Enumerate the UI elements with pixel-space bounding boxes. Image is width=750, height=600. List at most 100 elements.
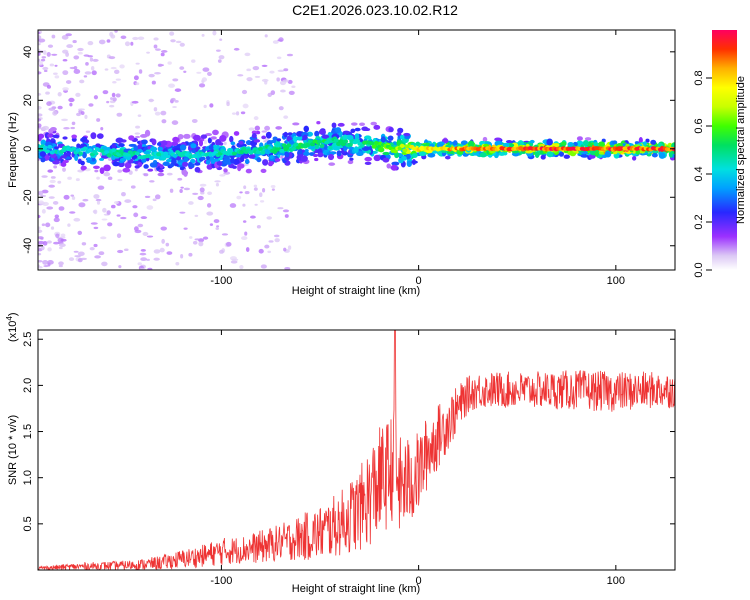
noise-blob [283, 247, 287, 252]
noise-blob [161, 238, 165, 244]
band-blob [265, 131, 272, 139]
noise-blob [106, 210, 111, 215]
band-blob [446, 150, 455, 155]
noise-blob [135, 125, 141, 129]
band-blob [190, 163, 195, 169]
noise-blob [89, 247, 95, 251]
noise-blob [199, 183, 207, 187]
noise-blob [132, 205, 138, 209]
noise-blob [213, 219, 220, 224]
noise-blob [236, 195, 242, 200]
band-blob [567, 142, 574, 147]
noise-blob [254, 203, 258, 206]
band-blob [353, 146, 359, 154]
ridge-blob [402, 148, 408, 153]
band-blob [317, 152, 324, 158]
band-blob [387, 135, 394, 141]
ridge-blob [165, 154, 171, 159]
ridge-blob [378, 147, 384, 152]
band-blob [245, 158, 250, 165]
band-blob [183, 133, 191, 139]
noise-blob [61, 35, 69, 40]
band-blob [194, 166, 201, 173]
band-blob [373, 124, 381, 130]
noise-blob [153, 44, 158, 49]
noise-blob [149, 180, 155, 183]
noise-blob [244, 231, 248, 236]
noise-blob [96, 176, 100, 180]
noise-blob [58, 261, 64, 266]
band-blob [598, 151, 604, 155]
band-blob [288, 139, 294, 145]
noise-blob [42, 50, 47, 55]
noise-blob [137, 36, 145, 41]
noise-blob [276, 77, 280, 82]
noise-blob [68, 257, 75, 262]
noise-blob [107, 176, 113, 180]
noise-blob [101, 218, 108, 221]
noise-blob [118, 265, 122, 269]
noise-blob [284, 266, 291, 270]
band-blob [303, 151, 310, 157]
band-blob [52, 160, 60, 165]
band-blob [141, 139, 148, 145]
snr-xtick-label: -100 [210, 575, 232, 587]
chart-title: C2E1.2026.023.10.02.R12 [292, 2, 458, 18]
noise-blob [93, 95, 99, 100]
noise-blob [286, 53, 294, 57]
band-blob [147, 168, 154, 172]
band-blob [316, 121, 321, 125]
colorbar: 0.0 0.2 0.4 0.6 0.8 Normalized spectral ampl… [693, 30, 747, 278]
band-blob [253, 139, 261, 143]
band-blob [169, 164, 174, 168]
noise-blob [62, 70, 69, 76]
noise-blob [277, 207, 284, 210]
band-blob [323, 143, 328, 150]
ridge-blob [354, 138, 360, 143]
band-blob [245, 168, 252, 174]
noise-blob [170, 39, 176, 43]
noise-blob [189, 236, 193, 239]
band-blob [534, 151, 540, 159]
band-blob [210, 160, 216, 164]
band-blob [314, 130, 320, 137]
noise-blob [75, 92, 81, 97]
band-blob [90, 132, 97, 140]
band-blob [182, 161, 189, 167]
noise-blob [103, 172, 111, 177]
ridge-blob [38, 144, 41, 149]
noise-blob [43, 69, 48, 72]
noise-blob [48, 107, 56, 111]
noise-blob [174, 88, 182, 92]
noise-blob [133, 212, 139, 218]
noise-blob [96, 118, 101, 122]
noise-blob [219, 38, 223, 41]
noise-blob [46, 240, 52, 244]
band-blob [270, 139, 277, 144]
snr-ytick-label: 1.0 [22, 470, 34, 485]
band-blob [95, 143, 101, 148]
band-blob [382, 151, 390, 156]
band-blob [40, 157, 46, 163]
band-blob [53, 146, 60, 150]
noise-blob [49, 63, 55, 67]
noise-blob [260, 264, 267, 269]
noise-blob [52, 201, 59, 205]
ridge-blob [373, 141, 379, 146]
band-blob [467, 140, 475, 148]
band-blob [216, 161, 223, 166]
ridge-blob [295, 145, 301, 150]
noise-blob [194, 238, 201, 241]
noise-blob [75, 178, 80, 182]
spectrogram-ytick-label: -20 [22, 189, 34, 205]
noise-blob [258, 248, 264, 254]
band-blob [157, 146, 163, 152]
band-blob [382, 157, 390, 163]
noise-blob [62, 49, 69, 54]
noise-blob [77, 108, 85, 111]
noise-blob [112, 80, 117, 84]
noise-blob [226, 101, 230, 107]
noise-blob [169, 188, 174, 193]
noise-blob [61, 118, 68, 122]
band-blob [650, 139, 657, 145]
